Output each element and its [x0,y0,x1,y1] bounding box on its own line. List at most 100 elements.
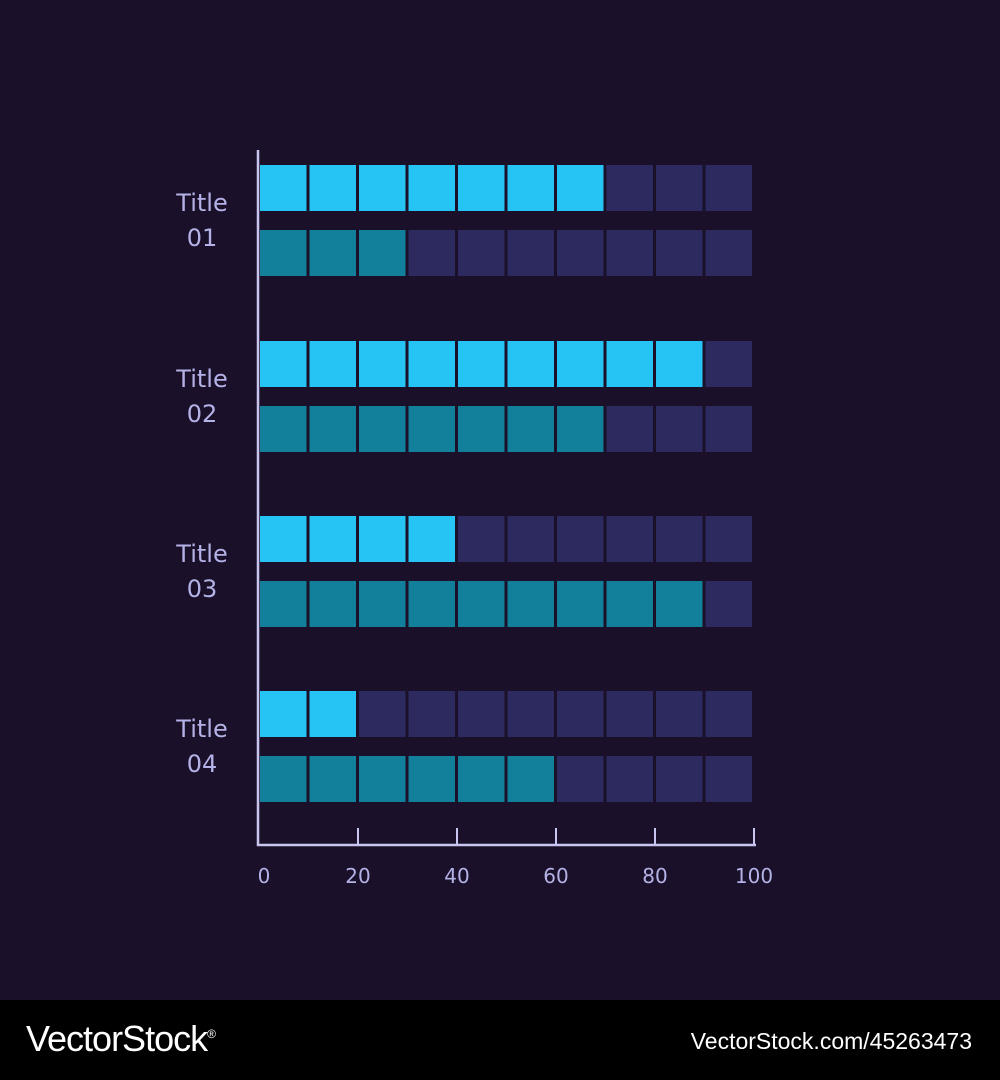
bar-segment [408,341,455,387]
bar-segment [359,406,406,452]
bar-segment [705,756,752,802]
bar-segment [656,406,703,452]
bar-segment [359,516,406,562]
bar-segment [309,516,356,562]
category-label-number: 02 [187,400,218,428]
bar-segment [507,516,554,562]
bar-segment [606,165,653,211]
bar-segment [260,516,307,562]
bar-segment [557,756,604,802]
bar-segment [606,230,653,276]
bar-segment [458,406,505,452]
x-tick-label: 80 [642,864,667,888]
bar-segment [606,691,653,737]
bar-segment [557,516,604,562]
bar-segment [656,230,703,276]
x-tick-label: 20 [345,864,370,888]
bar-segment [408,406,455,452]
bar-segment [260,581,307,627]
bar-segment [507,691,554,737]
category-label-number: 01 [187,224,218,252]
bar-segment [507,581,554,627]
bar-segment [359,756,406,802]
x-tick-label: 40 [444,864,469,888]
bar-segment [309,581,356,627]
bar-segment [705,691,752,737]
bar-segment [705,406,752,452]
bar-segment [359,581,406,627]
bar-segment [458,581,505,627]
bar-segment [705,516,752,562]
bar-segment [656,165,703,211]
category-label-number: 03 [187,575,218,603]
bar-segment [507,341,554,387]
bar-segment [408,581,455,627]
brand-mark: ® [207,1027,216,1041]
bar-segment [458,341,505,387]
chart-area: Title 01 Title 02 Title 03 Title 04 0 20 40 60 80 100 [175,150,774,888]
category-label-title: Title [175,189,227,217]
bar-segment [606,516,653,562]
bar-segment [309,341,356,387]
brand-name: VectorStock [26,1018,208,1059]
bar-segment [359,230,406,276]
bar-segment [260,165,307,211]
bar-segment [408,516,455,562]
chart-svg: Title 01 Title 02 Title 03 Title 04 0 20 40 60 80 100 [175,150,773,888]
x-tick-label: 0 [258,864,271,888]
bar-segment [309,691,356,737]
bar-segment [557,406,604,452]
bar-segment [656,516,703,562]
bar-segment [557,230,604,276]
bar-segment [309,165,356,211]
bar-segment [458,691,505,737]
brand-logo: VectorStock® [26,1018,216,1060]
bar-segment [656,756,703,802]
bar-segment [507,756,554,802]
bar-segment [656,341,703,387]
bar-segment [260,341,307,387]
bar-segment [557,165,604,211]
bar-segment [309,756,356,802]
category-label-title: Title [175,540,227,568]
bar-segment [557,691,604,737]
bar-segment [557,341,604,387]
bar-segment [656,581,703,627]
bar-segment [705,341,752,387]
x-tick-label: 100 [735,864,773,888]
footer-bar: VectorStock® VectorStock.com/45263473 [0,1000,1000,1080]
bar-segment [705,581,752,627]
bar-segment [260,406,307,452]
category-label-title: Title [175,365,227,393]
bar-segment [309,406,356,452]
bar-segment [458,230,505,276]
bar-segment [507,165,554,211]
bar-segment [408,165,455,211]
category-label-title: Title [175,715,227,743]
bar-segment [606,406,653,452]
bar-segment [606,581,653,627]
bar-segment [408,756,455,802]
bar-segment [359,165,406,211]
bar-segment [606,756,653,802]
bar-segment [260,756,307,802]
bar-segment [507,230,554,276]
bar-segment [408,691,455,737]
bar-segment [458,756,505,802]
x-tick-label: 60 [543,864,568,888]
bar-segment [260,230,307,276]
bar-segment [606,341,653,387]
bar-segment [656,691,703,737]
bar-segment [359,341,406,387]
category-label-number: 04 [187,750,218,778]
bar-segment [458,165,505,211]
bar-segment [705,165,752,211]
bar-segment [458,516,505,562]
image-url: VectorStock.com/45263473 [690,1028,972,1054]
bar-segment [557,581,604,627]
bar-segment [408,230,455,276]
bar-segment [359,691,406,737]
bar-segment [507,406,554,452]
bar-segment [309,230,356,276]
bar-segment [705,230,752,276]
